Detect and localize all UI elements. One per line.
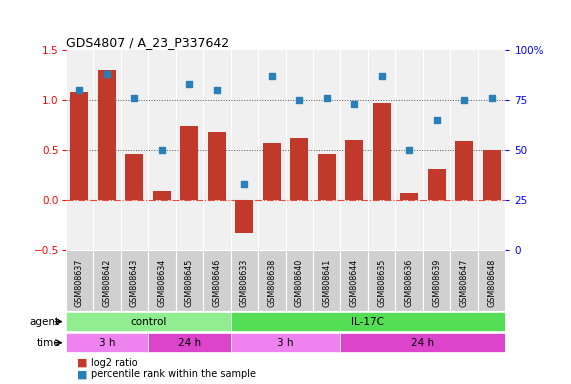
- Text: GSM808637: GSM808637: [75, 259, 84, 307]
- Bar: [478, 250, 505, 311]
- Point: [432, 117, 441, 123]
- Text: GSM808636: GSM808636: [405, 259, 413, 307]
- Bar: [368, 250, 395, 311]
- Bar: [70, 92, 89, 200]
- Bar: [93, 250, 120, 311]
- Point: [322, 95, 331, 101]
- Bar: [120, 250, 148, 311]
- Text: GSM808633: GSM808633: [240, 259, 249, 307]
- Text: 3 h: 3 h: [99, 338, 115, 348]
- Bar: [395, 250, 423, 311]
- Bar: [400, 193, 418, 200]
- Bar: [66, 312, 231, 331]
- Text: GSM808634: GSM808634: [158, 259, 166, 307]
- Bar: [451, 250, 478, 311]
- Bar: [231, 250, 258, 311]
- Text: ■: ■: [77, 369, 87, 379]
- Point: [377, 73, 386, 79]
- Bar: [313, 250, 340, 311]
- Text: control: control: [130, 316, 166, 327]
- Bar: [290, 138, 308, 200]
- Text: 24 h: 24 h: [178, 338, 201, 348]
- Bar: [208, 132, 226, 200]
- Point: [405, 147, 414, 153]
- Bar: [373, 103, 391, 200]
- Text: GSM808635: GSM808635: [377, 259, 386, 307]
- Point: [295, 97, 304, 103]
- Bar: [235, 200, 253, 233]
- Bar: [340, 250, 368, 311]
- Text: GSM808642: GSM808642: [102, 259, 111, 307]
- Text: GSM808643: GSM808643: [130, 259, 139, 307]
- Point: [460, 97, 469, 103]
- Text: time: time: [37, 338, 60, 348]
- Text: ■: ■: [77, 358, 87, 368]
- Point: [349, 101, 359, 107]
- Bar: [340, 333, 505, 352]
- Bar: [455, 141, 473, 200]
- Bar: [345, 140, 363, 200]
- Point: [487, 95, 496, 101]
- Point: [212, 87, 222, 93]
- Text: log2 ratio: log2 ratio: [91, 358, 138, 368]
- Point: [240, 180, 249, 187]
- Bar: [176, 250, 203, 311]
- Bar: [286, 250, 313, 311]
- Bar: [148, 250, 176, 311]
- Bar: [153, 191, 171, 200]
- Text: GSM808641: GSM808641: [322, 259, 331, 307]
- Text: agent: agent: [30, 316, 60, 327]
- Bar: [318, 154, 336, 200]
- Text: 3 h: 3 h: [278, 338, 293, 348]
- Text: GSM808648: GSM808648: [487, 259, 496, 307]
- Point: [75, 87, 84, 93]
- Bar: [231, 312, 505, 331]
- Text: GSM808645: GSM808645: [185, 259, 194, 307]
- Text: GSM808644: GSM808644: [349, 259, 359, 307]
- Bar: [66, 333, 148, 352]
- Text: GSM808646: GSM808646: [212, 259, 222, 307]
- Point: [102, 71, 111, 77]
- Bar: [126, 154, 143, 200]
- Bar: [148, 333, 231, 352]
- Bar: [258, 250, 286, 311]
- Bar: [263, 143, 281, 200]
- Text: GSM808638: GSM808638: [267, 259, 276, 307]
- Bar: [423, 250, 451, 311]
- Text: 24 h: 24 h: [411, 338, 435, 348]
- Bar: [180, 126, 198, 200]
- Point: [267, 73, 276, 79]
- Point: [157, 147, 166, 153]
- Bar: [482, 150, 501, 200]
- Bar: [66, 250, 93, 311]
- Bar: [203, 250, 231, 311]
- Bar: [231, 333, 340, 352]
- Text: GSM808640: GSM808640: [295, 259, 304, 307]
- Bar: [98, 70, 116, 200]
- Bar: [428, 169, 445, 200]
- Point: [185, 81, 194, 87]
- Text: GSM808639: GSM808639: [432, 259, 441, 307]
- Text: GDS4807 / A_23_P337642: GDS4807 / A_23_P337642: [66, 36, 229, 49]
- Text: GSM808647: GSM808647: [460, 259, 469, 307]
- Text: IL-17C: IL-17C: [351, 316, 384, 327]
- Point: [130, 95, 139, 101]
- Text: percentile rank within the sample: percentile rank within the sample: [91, 369, 256, 379]
